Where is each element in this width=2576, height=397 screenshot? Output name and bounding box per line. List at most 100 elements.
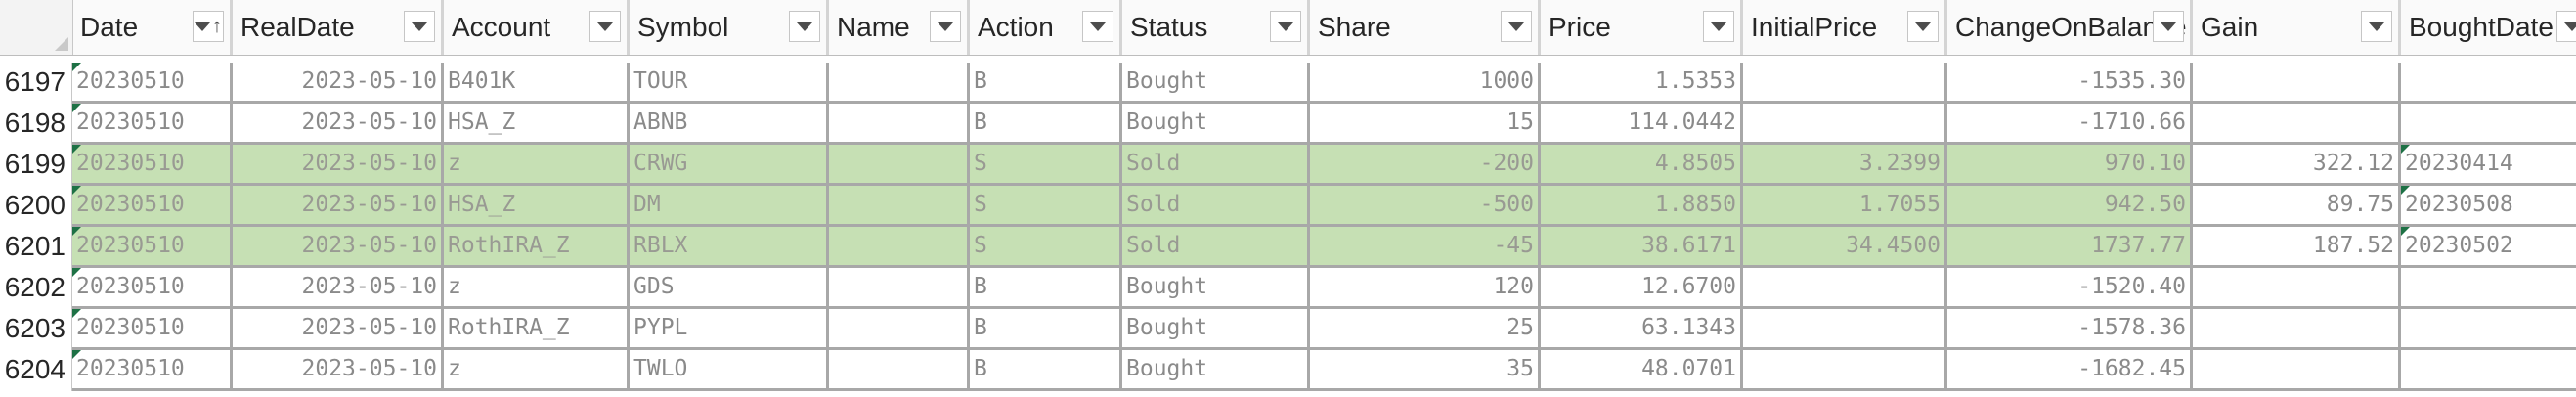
column-header-account[interactable]: Account: [444, 0, 630, 55]
filter-dropdown-button[interactable]: [589, 11, 621, 42]
cell-name[interactable]: [829, 350, 970, 391]
cell-share[interactable]: 35: [1310, 350, 1541, 391]
filter-dropdown-button[interactable]: [2361, 11, 2392, 42]
cell-name[interactable]: [829, 227, 970, 268]
filter-dropdown-button[interactable]: [2556, 11, 2576, 42]
cell-price[interactable]: 4.8505: [1541, 145, 1743, 186]
cell-price[interactable]: 63.1343: [1541, 309, 1743, 350]
cell-name[interactable]: [829, 268, 970, 309]
column-header-realdate[interactable]: RealDate: [233, 0, 444, 55]
cell-date[interactable]: 20230510: [72, 227, 233, 268]
cell-account[interactable]: z: [444, 350, 630, 391]
cell-date[interactable]: 20230510: [72, 63, 233, 104]
cell-realdate[interactable]: 2023-05-10: [233, 104, 444, 145]
column-header-name[interactable]: Name: [829, 0, 970, 55]
filter-dropdown-button[interactable]: [930, 11, 961, 42]
cell-name[interactable]: [829, 63, 970, 104]
cell-share[interactable]: 15: [1310, 104, 1541, 145]
filter-dropdown-button[interactable]: [404, 11, 435, 42]
cell-gain[interactable]: 89.75: [2193, 186, 2401, 227]
cell-boughtdate[interactable]: [2401, 350, 2576, 391]
cell-gain[interactable]: [2193, 268, 2401, 309]
cell-symbol[interactable]: TWLO: [630, 350, 829, 391]
filter-dropdown-button[interactable]: [1501, 11, 1532, 42]
row-header[interactable]: 6202: [0, 268, 72, 309]
filter-dropdown-button[interactable]: [1082, 11, 1113, 42]
row-header[interactable]: 6204: [0, 350, 72, 391]
cell-action[interactable]: B: [970, 350, 1122, 391]
column-header-gain[interactable]: Gain: [2193, 0, 2401, 55]
row-header[interactable]: 6197: [0, 63, 72, 104]
cell-action[interactable]: B: [970, 63, 1122, 104]
filter-dropdown-button[interactable]: [1703, 11, 1734, 42]
cell-account[interactable]: z: [444, 268, 630, 309]
cell-share[interactable]: 1000: [1310, 63, 1541, 104]
cell-status[interactable]: Bought: [1122, 309, 1310, 350]
row-header[interactable]: 6198: [0, 104, 72, 145]
filter-dropdown-button[interactable]: ↑: [193, 11, 224, 42]
row-header[interactable]: 6203: [0, 309, 72, 350]
cell-realdate[interactable]: 2023-05-10: [233, 145, 444, 186]
select-all-corner[interactable]: [0, 0, 73, 55]
cell-changeonbalance[interactable]: 970.10: [1947, 145, 2193, 186]
cell-boughtdate[interactable]: [2401, 309, 2576, 350]
column-header-status[interactable]: Status: [1122, 0, 1310, 55]
cell-gain[interactable]: [2193, 309, 2401, 350]
cell-share[interactable]: 25: [1310, 309, 1541, 350]
cell-status[interactable]: Bought: [1122, 104, 1310, 145]
column-header-boughtdate[interactable]: BoughtDate: [2401, 0, 2576, 55]
cell-initialprice[interactable]: 34.4500: [1743, 227, 1947, 268]
cell-boughtdate[interactable]: 20230502: [2401, 227, 2576, 268]
column-header-changeonbalance[interactable]: ChangeOnBalance: [1947, 0, 2193, 55]
cell-price[interactable]: 1.8850: [1541, 186, 1743, 227]
cell-initialprice[interactable]: [1743, 104, 1947, 145]
column-header-symbol[interactable]: Symbol: [630, 0, 829, 55]
column-header-date[interactable]: Date ↑: [72, 0, 233, 55]
cell-action[interactable]: S: [970, 227, 1122, 268]
cell-account[interactable]: B401K: [444, 63, 630, 104]
cell-share[interactable]: -500: [1310, 186, 1541, 227]
cell-date[interactable]: 20230510: [72, 309, 233, 350]
cell-name[interactable]: [829, 309, 970, 350]
cell-date[interactable]: 20230510: [72, 268, 233, 309]
cell-boughtdate[interactable]: [2401, 268, 2576, 309]
cell-account[interactable]: z: [444, 145, 630, 186]
cell-account[interactable]: RothIRA_Z: [444, 309, 630, 350]
cell-price[interactable]: 48.0701: [1541, 350, 1743, 391]
cell-symbol[interactable]: RBLX: [630, 227, 829, 268]
cell-realdate[interactable]: 2023-05-10: [233, 227, 444, 268]
cell-gain[interactable]: [2193, 63, 2401, 104]
cell-share[interactable]: 120: [1310, 268, 1541, 309]
row-header[interactable]: 6199: [0, 145, 72, 186]
cell-name[interactable]: [829, 104, 970, 145]
cell-account[interactable]: HSA_Z: [444, 104, 630, 145]
cell-changeonbalance[interactable]: -1578.36: [1947, 309, 2193, 350]
cell-name[interactable]: [829, 186, 970, 227]
cell-date[interactable]: 20230510: [72, 104, 233, 145]
cell-action[interactable]: B: [970, 309, 1122, 350]
cell-status[interactable]: Bought: [1122, 63, 1310, 104]
cell-action[interactable]: B: [970, 268, 1122, 309]
row-header[interactable]: 6201: [0, 227, 72, 268]
filter-dropdown-button[interactable]: [1270, 11, 1301, 42]
cell-gain[interactable]: 322.12: [2193, 145, 2401, 186]
cell-initialprice[interactable]: [1743, 350, 1947, 391]
cell-date[interactable]: 20230510: [72, 186, 233, 227]
cell-action[interactable]: S: [970, 145, 1122, 186]
cell-gain[interactable]: [2193, 104, 2401, 145]
cell-symbol[interactable]: ABNB: [630, 104, 829, 145]
cell-price[interactable]: 1.5353: [1541, 63, 1743, 104]
cell-realdate[interactable]: 2023-05-10: [233, 350, 444, 391]
cell-boughtdate[interactable]: 20230508: [2401, 186, 2576, 227]
cell-initialprice[interactable]: [1743, 63, 1947, 104]
cell-share[interactable]: -200: [1310, 145, 1541, 186]
column-header-action[interactable]: Action: [970, 0, 1122, 55]
cell-changeonbalance[interactable]: -1520.40: [1947, 268, 2193, 309]
cell-boughtdate[interactable]: [2401, 104, 2576, 145]
cell-account[interactable]: HSA_Z: [444, 186, 630, 227]
cell-status[interactable]: Sold: [1122, 186, 1310, 227]
cell-gain[interactable]: [2193, 350, 2401, 391]
cell-date[interactable]: 20230510: [72, 350, 233, 391]
cell-initialprice[interactable]: [1743, 309, 1947, 350]
cell-status[interactable]: Sold: [1122, 145, 1310, 186]
